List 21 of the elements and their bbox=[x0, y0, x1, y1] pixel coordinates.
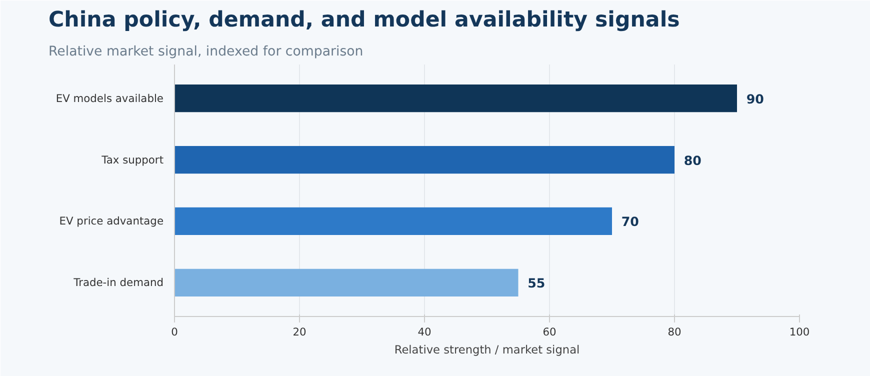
x-tick-label: 20 bbox=[292, 326, 306, 338]
y-tick-label: Trade-in demand bbox=[72, 276, 164, 290]
x-tick-label: 60 bbox=[542, 326, 556, 338]
data-label: 70 bbox=[621, 214, 640, 230]
bar bbox=[174, 84, 737, 112]
data-label: 55 bbox=[528, 276, 546, 291]
x-tick-label: 80 bbox=[668, 326, 682, 338]
chart-subtitle: Relative market signal, indexed for comparison bbox=[48, 44, 364, 60]
data-label: 90 bbox=[746, 91, 764, 106]
x-tick-label: 40 bbox=[418, 326, 432, 338]
bar bbox=[174, 207, 612, 236]
x-tick-label: 100 bbox=[789, 326, 810, 338]
x-axis-title: Relative strength / market signal bbox=[394, 342, 580, 356]
y-tick-label: Tax support bbox=[100, 153, 164, 166]
y-tick-label: EV price advantage bbox=[59, 214, 164, 228]
bar bbox=[174, 268, 518, 297]
data-label: 80 bbox=[684, 152, 702, 168]
x-tick-label: 0 bbox=[171, 326, 178, 338]
y-tick-label: EV models available bbox=[56, 92, 164, 105]
chart-title: China policy, demand, and model availability signals bbox=[48, 8, 680, 32]
bar bbox=[174, 146, 674, 174]
